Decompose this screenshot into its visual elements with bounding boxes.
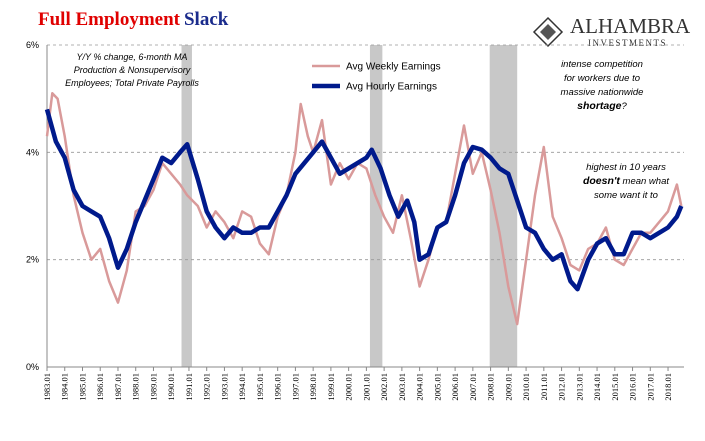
x-tick-label: 2005.01 — [432, 373, 442, 401]
x-tick-label: 2013.01 — [574, 373, 584, 401]
legend-label: Avg Hourly Earnings — [346, 82, 437, 93]
annotation: massive nationwide — [561, 87, 644, 98]
x-tick-label: 2014.01 — [592, 373, 602, 401]
x-tick-label: 2002.01 — [379, 373, 389, 401]
x-tick-label: 1985.01 — [77, 373, 87, 401]
x-tick-label: 2006.01 — [450, 373, 460, 401]
annotation-text: doesn't — [583, 175, 620, 187]
logo-icon — [540, 24, 556, 40]
x-tick-label: 1997.01 — [290, 373, 300, 401]
x-tick-label: 1995.01 — [255, 373, 265, 401]
annotation: for workers due to — [564, 73, 640, 84]
x-tick-label: 1984.01 — [60, 373, 70, 401]
legend-label: Avg Weekly Earnings — [346, 62, 441, 73]
x-tick-label: 2011.01 — [539, 373, 549, 400]
x-tick-label: 1994.01 — [237, 373, 247, 401]
x-tick-label: 2000.01 — [344, 373, 354, 401]
logo: ALHAMBRA INVESTMENTS — [532, 14, 691, 48]
x-tick-label: 2015.01 — [610, 373, 620, 401]
note: Employees; Total Private Payrolls — [65, 78, 199, 88]
annotation-text: some want it to — [594, 190, 658, 201]
x-tick-label: 1988.01 — [131, 373, 141, 401]
recession-band — [181, 45, 192, 367]
annotation: some want it to — [594, 190, 658, 201]
series-line — [44, 108, 684, 292]
note: Y/Y % change, 6-month MA — [77, 52, 188, 62]
title-part: Slack — [184, 9, 229, 30]
x-tick-label: 1998.01 — [308, 373, 318, 401]
x-tick-label: 1987.01 — [113, 373, 123, 401]
y-tick-label: 0% — [26, 362, 39, 372]
x-tick-label: 2016.01 — [628, 373, 638, 401]
logo-text: INVESTMENTS — [588, 38, 667, 48]
x-tick-label: 1993.01 — [219, 373, 229, 401]
annotation-text: for workers due to — [564, 73, 640, 84]
title-part: Full Employment — [38, 9, 181, 30]
x-tick-label: 2007.01 — [468, 373, 478, 401]
recession-band — [369, 45, 383, 367]
chart-title: Full Employment Slack — [38, 9, 229, 30]
annotation: intense competition — [561, 59, 643, 70]
x-tick-label: 2018.01 — [663, 373, 673, 401]
x-tick-label: 1989.01 — [148, 373, 158, 401]
x-tick-label: 2010.01 — [521, 373, 531, 401]
annotation-text: highest in 10 years — [586, 162, 666, 173]
y-tick-label: 2% — [26, 255, 39, 265]
x-tick-label: 2012.01 — [557, 373, 567, 401]
y-tick-label: 4% — [26, 147, 39, 157]
x-tick-label: 2009.01 — [503, 373, 513, 401]
annotation-text: ? — [622, 101, 628, 112]
annotation-text: mean what — [620, 176, 669, 187]
x-tick-label: 2004.01 — [415, 373, 425, 401]
annotation: shortage? — [577, 100, 627, 112]
x-tick-label: 2003.01 — [397, 373, 407, 401]
x-tick-label: 1986.01 — [95, 373, 105, 401]
x-tick-label: 1991.01 — [184, 373, 194, 401]
annotation-text: shortage — [577, 100, 622, 112]
x-tick-label: 1983.01 — [42, 373, 52, 401]
x-tick-label: 2001.01 — [361, 373, 371, 401]
annotation-text: massive nationwide — [561, 87, 644, 98]
x-tick-label: 1992.01 — [202, 373, 212, 401]
logo-text: ALHAMBRA — [570, 14, 691, 38]
annotation: highest in 10 years — [586, 162, 666, 173]
logo-icon — [532, 16, 564, 48]
x-tick-label: 1990.01 — [166, 373, 176, 401]
annotation-text: intense competition — [561, 59, 643, 70]
x-tick-label: 2017.01 — [645, 373, 655, 401]
x-tick-label: 2008.01 — [486, 373, 496, 401]
y-tick-label: 6% — [26, 40, 39, 50]
annotation: doesn't mean what — [583, 175, 669, 187]
note: Production & Nonsupervisory — [74, 65, 191, 75]
x-tick-label: 1996.01 — [273, 373, 283, 401]
x-tick-label: 1999.01 — [326, 373, 336, 401]
